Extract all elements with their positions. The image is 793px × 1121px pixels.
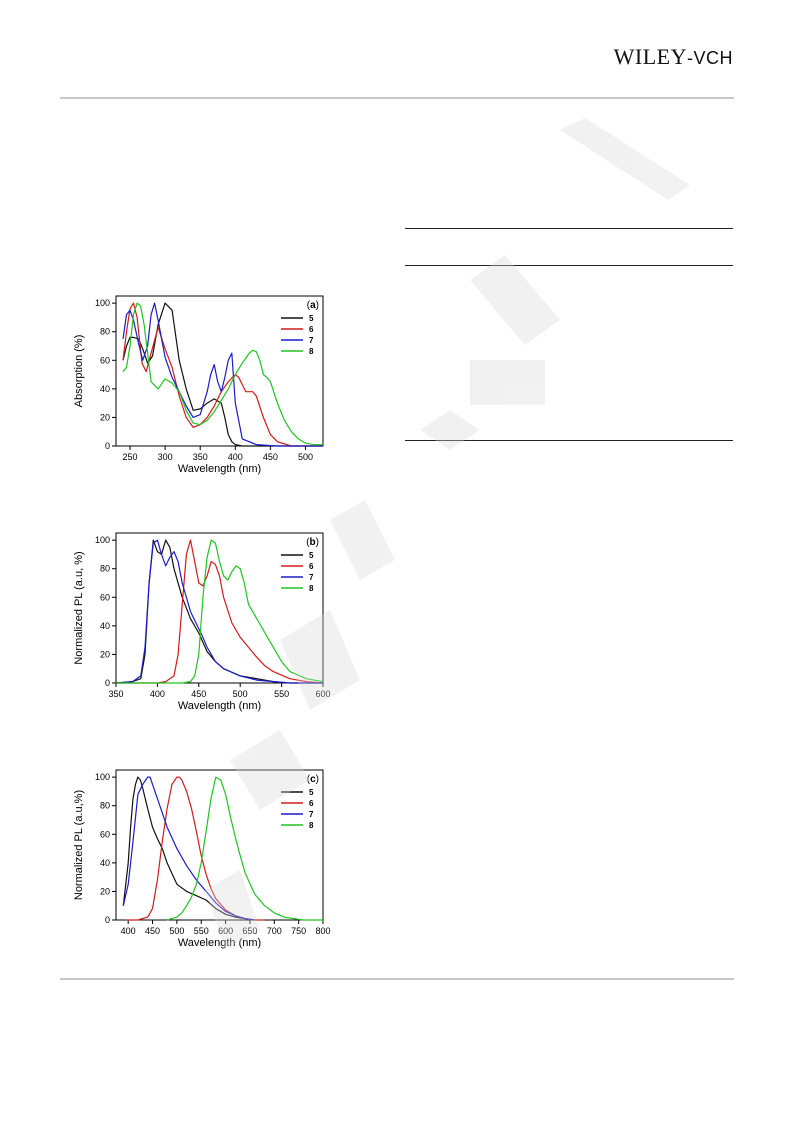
x-tick-label: 650 <box>242 926 257 936</box>
plot-frame <box>115 532 324 684</box>
y-tick-label: 20 <box>100 649 110 659</box>
legend-label-6: 6 <box>309 799 314 808</box>
series-line-5 <box>122 776 255 921</box>
x-tick-label: 700 <box>267 926 282 936</box>
y-tick-label: 0 <box>105 678 110 688</box>
x-tick-label: 350 <box>108 689 123 699</box>
x-tick-label: 250 <box>123 452 138 462</box>
table-rule-mid <box>405 265 733 266</box>
x-tick-label: 400 <box>121 926 136 936</box>
legend-label-5: 5 <box>309 314 314 323</box>
y-tick-label: 100 <box>95 535 110 545</box>
panel-label: (c) <box>307 774 319 785</box>
x-tick-label: 800 <box>315 926 330 936</box>
chart-b-svg: 350 400 450 500 550 600 0 20 40 60 80 100 Wavelength… <box>73 532 331 712</box>
x-tick-label: 750 <box>291 926 306 936</box>
x-tick-label: 500 <box>233 689 248 699</box>
series-line-7 <box>115 539 323 684</box>
y-tick-label: 100 <box>95 772 110 782</box>
y-tick-label: 0 <box>105 441 110 451</box>
y-tick-label: 40 <box>100 384 110 394</box>
absorption-chart: 250 300 350 400 450 500 0 20 40 60 80 100 Wavelength… <box>68 288 333 483</box>
x-tick-label: 600 <box>218 926 233 936</box>
plot-frame <box>115 295 324 447</box>
x-tick-label: 550 <box>194 926 209 936</box>
chart-a-svg: 250 300 350 400 450 500 0 20 40 60 80 100 Wavelength… <box>73 295 324 475</box>
x-tick-label: 300 <box>158 452 173 462</box>
series-line-7 <box>122 776 255 921</box>
y-tick-label: 20 <box>100 412 110 422</box>
y-tick-label: 80 <box>100 327 110 337</box>
x-axis-label: Wavelength (nm) <box>178 463 261 475</box>
series-line-7 <box>122 302 323 447</box>
panel-label: (b) <box>306 537 319 548</box>
x-tick-label: 550 <box>274 689 289 699</box>
logo-suffix: -VCH <box>687 48 733 68</box>
x-tick-label: 500 <box>169 926 184 936</box>
legend-label-5: 5 <box>309 788 314 797</box>
series-line-6 <box>116 539 324 684</box>
legend-label-5: 5 <box>309 551 314 560</box>
y-tick-label: 80 <box>100 801 110 811</box>
publisher-logo: WILEY-VCH <box>614 44 733 70</box>
pl-film-chart: 400 450 500 550 600 650 700 750 800 0 20 40 60 80 100 W… <box>68 762 333 957</box>
legend-label-8: 8 <box>309 347 314 356</box>
legend-label-7: 7 <box>309 810 314 819</box>
pl-solution-chart: 350 400 450 500 550 600 0 20 40 60 80 100 Wavelength… <box>68 525 333 720</box>
legend-label-6: 6 <box>309 562 314 571</box>
series-line-6 <box>125 776 265 921</box>
logo-main: WILEY <box>613 44 687 69</box>
legend-label-7: 7 <box>309 336 314 345</box>
x-axis-label: Wavelength (nm) <box>178 937 261 949</box>
series-line-8 <box>116 539 324 684</box>
x-tick-label: 600 <box>315 689 330 699</box>
series-line-5 <box>122 302 323 447</box>
table-rule-bottom <box>405 440 733 441</box>
y-tick-label: 100 <box>95 298 110 308</box>
y-tick-label: 40 <box>100 621 110 631</box>
chart-c-svg: 400 450 500 550 600 650 700 750 800 0 20 40 60 80 100 W… <box>73 769 331 949</box>
series-line-6 <box>122 302 323 447</box>
legend-label-6: 6 <box>309 325 314 334</box>
y-tick-label: 60 <box>100 592 110 602</box>
y-tick-label: 0 <box>105 915 110 925</box>
x-tick-label: 350 <box>193 452 208 462</box>
x-tick-label: 400 <box>228 452 243 462</box>
y-axis-label: Absorption (%) <box>73 335 85 408</box>
y-tick-label: 60 <box>100 829 110 839</box>
series-line-8 <box>122 302 323 446</box>
y-axis-label: Normalized PL (a.u, %) <box>73 551 85 664</box>
x-axis-label: Wavelength (nm) <box>178 700 261 712</box>
y-tick-label: 40 <box>100 858 110 868</box>
x-tick-label: 400 <box>150 689 165 699</box>
x-tick-label: 450 <box>191 689 206 699</box>
x-tick-label: 450 <box>263 452 278 462</box>
y-tick-label: 20 <box>100 886 110 896</box>
panel-label: (a) <box>307 300 319 311</box>
y-tick-label: 80 <box>100 564 110 574</box>
x-tick-label: 450 <box>145 926 160 936</box>
series-line-8 <box>166 776 323 921</box>
table-rule-top <box>405 228 733 229</box>
x-tick-label: 500 <box>298 452 313 462</box>
legend-label-7: 7 <box>309 573 314 582</box>
footer-rule <box>60 978 734 980</box>
y-axis-label: Normalized PL (a.u,%) <box>73 790 85 900</box>
y-tick-label: 60 <box>100 355 110 365</box>
legend-label-8: 8 <box>309 584 314 593</box>
legend-label-8: 8 <box>309 821 314 830</box>
plot-frame <box>115 769 324 921</box>
header-rule <box>60 97 734 99</box>
